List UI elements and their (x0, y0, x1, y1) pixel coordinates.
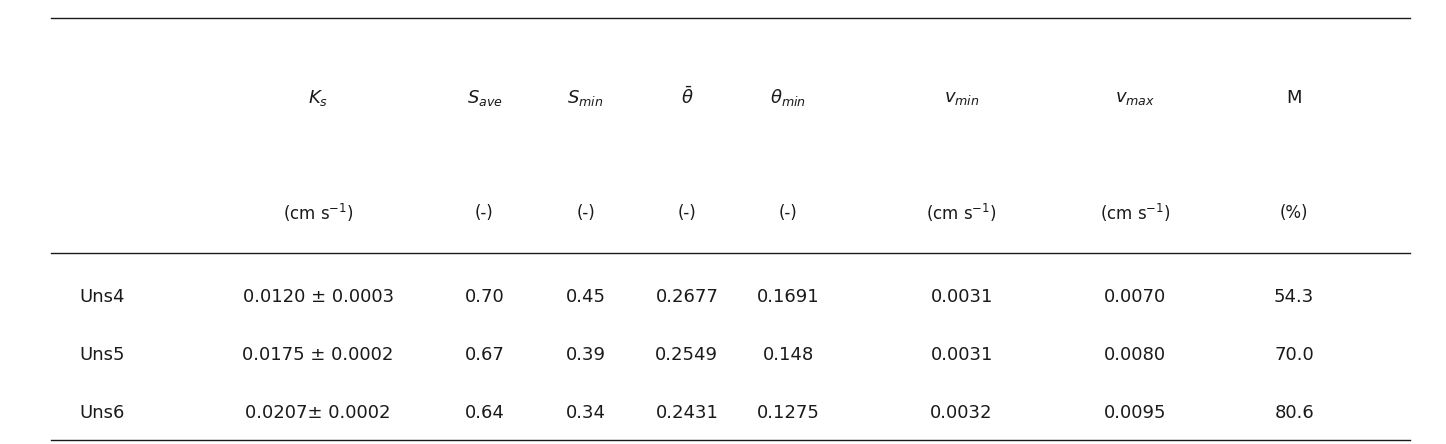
Text: (-): (-) (779, 204, 797, 222)
Text: 0.148: 0.148 (762, 346, 814, 364)
Text: $S_{ave}$: $S_{ave}$ (467, 87, 502, 108)
Text: (%): (%) (1280, 204, 1309, 222)
Text: 0.0120 ± 0.0003: 0.0120 ± 0.0003 (243, 289, 393, 306)
Text: 0.39: 0.39 (565, 346, 606, 364)
Text: 0.0095: 0.0095 (1103, 404, 1167, 422)
Text: 0.45: 0.45 (565, 289, 606, 306)
Text: 0.0175 ± 0.0002: 0.0175 ± 0.0002 (243, 346, 393, 364)
Text: 0.2431: 0.2431 (655, 404, 719, 422)
Text: 80.6: 80.6 (1274, 404, 1314, 422)
Text: 0.1275: 0.1275 (756, 404, 820, 422)
Text: $v_{min}$: $v_{min}$ (944, 89, 979, 107)
Text: (-): (-) (476, 204, 493, 222)
Text: 0.0031: 0.0031 (930, 346, 993, 364)
Text: 0.34: 0.34 (565, 404, 606, 422)
Text: (-): (-) (678, 204, 696, 222)
Text: 0.0070: 0.0070 (1103, 289, 1167, 306)
Text: Uns6: Uns6 (80, 404, 124, 422)
Text: 0.70: 0.70 (464, 289, 505, 306)
Text: 54.3: 54.3 (1274, 289, 1314, 306)
Text: (cm s$^{-1}$): (cm s$^{-1}$) (927, 202, 996, 224)
Text: $v_{max}$: $v_{max}$ (1115, 89, 1155, 107)
Text: 0.0080: 0.0080 (1105, 346, 1165, 364)
Text: (cm s$^{-1}$): (cm s$^{-1}$) (283, 202, 353, 224)
Text: $\bar{\theta}$: $\bar{\theta}$ (681, 87, 693, 108)
Text: $K_s$: $K_s$ (308, 87, 328, 108)
Text: 0.0031: 0.0031 (930, 289, 993, 306)
Text: 0.2677: 0.2677 (655, 289, 719, 306)
Text: 0.1691: 0.1691 (756, 289, 820, 306)
Text: 0.0032: 0.0032 (930, 404, 993, 422)
Text: M: M (1287, 89, 1301, 107)
Text: (cm s$^{-1}$): (cm s$^{-1}$) (1100, 202, 1170, 224)
Text: 0.0207± 0.0002: 0.0207± 0.0002 (246, 404, 390, 422)
Text: Uns5: Uns5 (80, 346, 124, 364)
Text: $S_{min}$: $S_{min}$ (567, 87, 604, 108)
Text: 0.67: 0.67 (464, 346, 505, 364)
Text: 0.64: 0.64 (464, 404, 505, 422)
Text: (-): (-) (577, 204, 594, 222)
Text: 0.2549: 0.2549 (655, 346, 719, 364)
Text: Uns4: Uns4 (80, 289, 124, 306)
Text: $\theta_{min}$: $\theta_{min}$ (771, 87, 805, 108)
Text: 70.0: 70.0 (1274, 346, 1314, 364)
